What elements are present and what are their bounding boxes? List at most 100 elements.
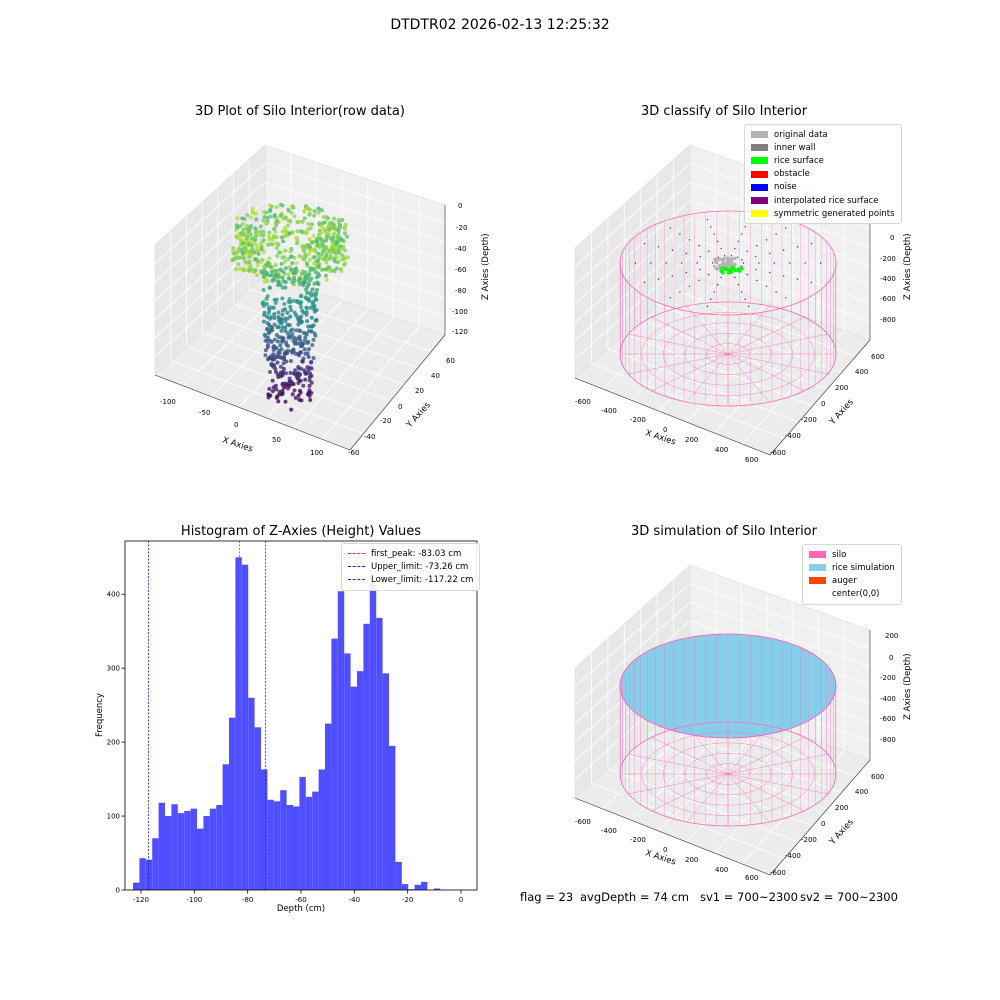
data-point (316, 259, 320, 263)
data-point (325, 252, 329, 256)
legend-entry: inner wall (751, 141, 895, 154)
y-tick-label: 200 (107, 739, 120, 747)
data-point (323, 267, 327, 271)
data-point (280, 256, 284, 260)
data-point (238, 267, 242, 271)
data-point (333, 269, 337, 273)
data-point (322, 221, 326, 225)
data-point (254, 217, 258, 221)
histogram-bars (133, 557, 440, 890)
z-tick-labels: 200 0 -200 -400 -600 -800 (880, 632, 898, 744)
legend-swatch (751, 131, 768, 138)
histogram-bar (415, 885, 421, 890)
data-point (242, 227, 246, 231)
data-point (329, 254, 333, 258)
histogram-bar (376, 618, 382, 890)
legend-label: Lower_limit: -117.22 cm (371, 575, 473, 585)
data-point (329, 236, 333, 240)
interpolated-point (670, 227, 671, 228)
histogram-bar (203, 816, 209, 890)
original-point (729, 257, 733, 261)
interpolated-point (714, 291, 715, 292)
interpolated-point (756, 280, 757, 281)
interpolated-point (712, 262, 713, 263)
data-point (280, 313, 284, 317)
data-point (325, 227, 329, 231)
histogram-x-label: Depth (cm) (277, 904, 325, 914)
data-point (310, 316, 314, 320)
data-point (304, 288, 308, 292)
histogram-bar (235, 557, 241, 890)
interpolated-point (766, 286, 767, 287)
data-point (310, 240, 314, 244)
x-tick-label: -60 (295, 896, 306, 904)
data-point (307, 252, 311, 256)
panel1-3d-plot: -100 -50 0 50 100 X Axies -60 -40 -20 0 … (130, 130, 510, 475)
y-tick-label: 400 (107, 591, 120, 599)
data-point (307, 213, 311, 217)
legend-label: auger (832, 576, 857, 586)
data-point (267, 230, 271, 234)
data-point (272, 306, 276, 310)
interpolated-point (679, 291, 680, 292)
data-point (282, 302, 286, 306)
legend-label: rice surface (774, 156, 824, 166)
data-point (327, 249, 331, 253)
original-point (733, 257, 737, 261)
data-point (261, 302, 265, 306)
y-tick: 20 (415, 387, 424, 395)
legend-swatch (751, 184, 768, 191)
flag-readout: flag = 23 (520, 890, 573, 904)
interpolated-point (748, 306, 749, 307)
panel2-z-label: Z Axies (Depth) (903, 233, 913, 300)
data-point (281, 308, 285, 312)
data-point (320, 256, 324, 260)
data-point (283, 351, 287, 355)
x-tick: -50 (199, 409, 210, 417)
y-tick: -400 (785, 852, 801, 860)
data-point (251, 250, 255, 254)
data-point (281, 230, 285, 234)
legend-label: silo (832, 550, 846, 560)
data-point (300, 309, 304, 313)
data-point (343, 231, 347, 235)
interpolated-point (747, 251, 748, 252)
x-tick: 600 (745, 874, 758, 882)
data-point (268, 286, 272, 290)
data-point (289, 308, 293, 312)
data-point (288, 305, 292, 309)
data-point (306, 298, 310, 302)
histogram-bar (383, 673, 389, 890)
y-tick: -400 (785, 432, 801, 440)
data-point (299, 229, 303, 233)
data-point (317, 221, 321, 225)
data-point (273, 213, 277, 217)
data-point (266, 261, 270, 265)
panel1-x-label: X Axies (221, 435, 254, 454)
data-point (231, 249, 235, 253)
original-point (714, 259, 718, 263)
data-point (268, 273, 272, 277)
data-point (305, 231, 309, 235)
data-point (334, 241, 338, 245)
data-point (270, 340, 274, 344)
data-point (266, 345, 270, 349)
panel4-x-label: X Axies (644, 848, 677, 867)
data-point (268, 203, 272, 207)
data-point (260, 247, 264, 251)
data-point (304, 372, 308, 376)
data-point (249, 254, 253, 258)
histogram-bar (280, 790, 286, 890)
data-point (247, 233, 251, 237)
legend-label: original data (774, 130, 828, 140)
data-point (281, 337, 285, 341)
data-point (253, 257, 257, 261)
data-point (259, 260, 263, 264)
histogram-bar (338, 591, 344, 890)
data-point (307, 329, 311, 333)
y-tick: -200 (801, 416, 817, 424)
y-tick: 600 (871, 353, 884, 361)
data-point (309, 249, 313, 253)
data-point (261, 219, 265, 223)
z-tick: -40 (455, 245, 466, 253)
